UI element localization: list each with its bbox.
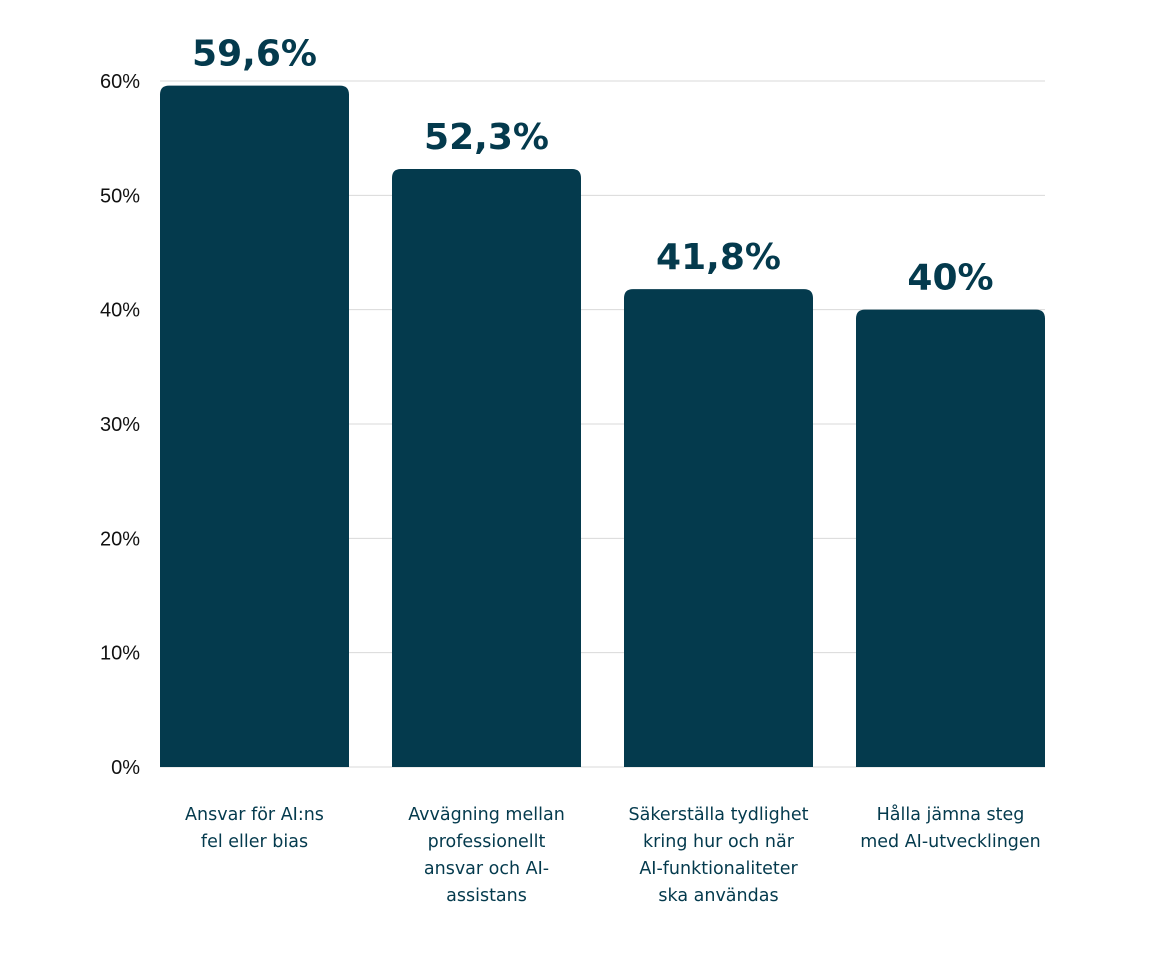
y-tick-label: 30% [100, 414, 140, 436]
category-label-line: Hålla jämna steg [877, 804, 1025, 825]
category-label: Säkerställa tydlighet kring hur och när AI… [629, 805, 809, 906]
value-label: 59,6% [192, 34, 317, 75]
y-tick-label: 60% [100, 71, 140, 93]
bars [160, 85, 1045, 767]
category-label-line: AI-funktionaliteter [639, 859, 798, 879]
category-label-line: ska användas [658, 886, 778, 906]
y-tick-label: 40% [100, 300, 140, 322]
bar [392, 169, 581, 767]
category-label-line: Ansvar för AI:ns [185, 805, 324, 825]
value-label: 40% [907, 258, 993, 299]
value-label: 52,3% [424, 117, 549, 158]
y-tick-label: 20% [100, 528, 140, 550]
category-label-line: ansvar och AI- [424, 859, 549, 879]
bar [624, 289, 813, 767]
category-label: Hålla jämna steg med AI-utvecklingen [860, 804, 1041, 852]
value-label: 41,8% [656, 237, 781, 278]
category-label-line: med AI-utvecklingen [860, 832, 1041, 852]
category-label-line: professionellt [428, 832, 546, 852]
bar [160, 85, 349, 767]
bar [856, 309, 1045, 767]
category-label-line: Avvägning mellan [408, 805, 565, 825]
category-label: Ansvar för AI:ns fel eller bias [185, 805, 324, 852]
category-label-line: Säkerställa tydlighet [629, 805, 809, 825]
data-labels: 59,6% 52,3% 41,8% 40% [192, 34, 994, 299]
x-axis-categories: Ansvar för AI:ns fel eller bias Avvägning … [185, 804, 1041, 906]
y-tick-label: 10% [100, 643, 140, 665]
y-axis: 0% 10% 20% 30% 40% 50% 60% [100, 71, 140, 779]
category-label-line: kring hur och när [643, 832, 795, 852]
category-label-line: assistans [446, 886, 527, 906]
y-tick-label: 50% [100, 185, 140, 207]
category-label: Avvägning mellan professionellt ansvar och… [408, 805, 565, 906]
y-tick-label: 0% [111, 757, 140, 779]
category-label-line: fel eller bias [201, 832, 308, 852]
